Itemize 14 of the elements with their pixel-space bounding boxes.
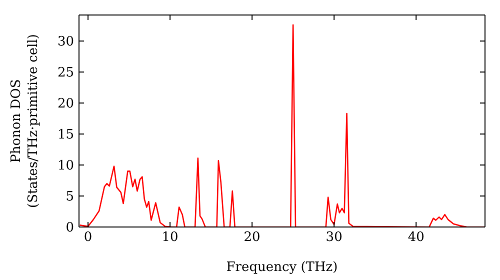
y-tick-label: 15 bbox=[57, 128, 74, 143]
x-tick-label: 40 bbox=[408, 230, 424, 246]
x-tick-label: 10 bbox=[162, 230, 178, 246]
y-tick-label: 5 bbox=[66, 190, 74, 205]
x-tick-label: 0 bbox=[84, 230, 92, 246]
y-tick-label: 20 bbox=[57, 96, 74, 112]
x-tick-label: 20 bbox=[244, 230, 260, 246]
y-tick-label: 30 bbox=[57, 34, 74, 50]
y-tick-label: 0 bbox=[66, 220, 74, 236]
x-axis-title: Frequency (THz) bbox=[226, 260, 338, 275]
x-tick-label: 30 bbox=[326, 230, 342, 246]
y-axis-title: Phonon DOS (States/THz·primitive cell) bbox=[9, 34, 41, 208]
y-tick-label: 25 bbox=[57, 66, 74, 81]
y-tick-label: 10 bbox=[57, 158, 74, 174]
